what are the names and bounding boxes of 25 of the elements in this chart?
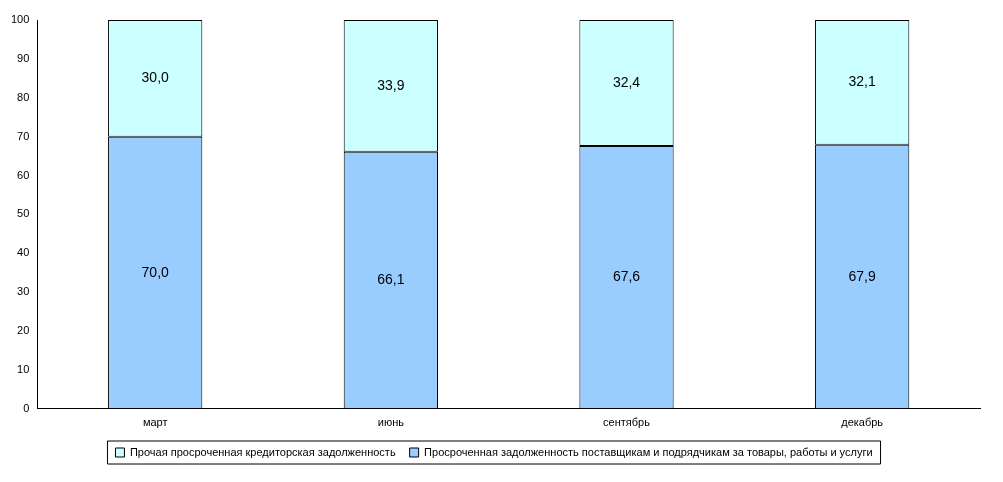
data-label: 33,9 bbox=[377, 76, 405, 93]
data-label: 66,1 bbox=[377, 271, 405, 288]
x-tick-label: март bbox=[142, 416, 168, 429]
y-tick-label: 20 bbox=[17, 324, 30, 337]
data-label: 32,1 bbox=[848, 73, 877, 90]
legend-label: Прочая просроченная кредиторская задолженность bbox=[129, 445, 396, 458]
data-label: 67,9 bbox=[848, 267, 877, 284]
x-tick-label: декабрь bbox=[841, 416, 884, 429]
data-label: 70,0 bbox=[141, 263, 170, 280]
y-tick-label: 80 bbox=[17, 90, 30, 103]
y-tick-label: 90 bbox=[17, 51, 30, 64]
y-tick-label: 70 bbox=[17, 129, 30, 142]
y-tick-label: 30 bbox=[17, 285, 30, 298]
x-tick-label: сентябрь bbox=[603, 416, 651, 429]
x-tick-label: июнь bbox=[377, 416, 405, 429]
data-label: 32,4 bbox=[612, 73, 641, 90]
legend-label: Просроченная задолженность поставщикам и подрядчикам за товары, работы и услуги bbox=[424, 445, 873, 458]
y-tick-label: 100 bbox=[10, 13, 30, 26]
data-label: 30,0 bbox=[141, 69, 170, 86]
y-tick-label: 50 bbox=[17, 207, 30, 220]
y-tick-label: 10 bbox=[17, 362, 30, 375]
y-tick-label: 0 bbox=[23, 401, 30, 414]
y-tick-label: 60 bbox=[17, 168, 30, 181]
data-label: 67,6 bbox=[612, 268, 641, 285]
y-tick-label: 40 bbox=[17, 246, 30, 259]
